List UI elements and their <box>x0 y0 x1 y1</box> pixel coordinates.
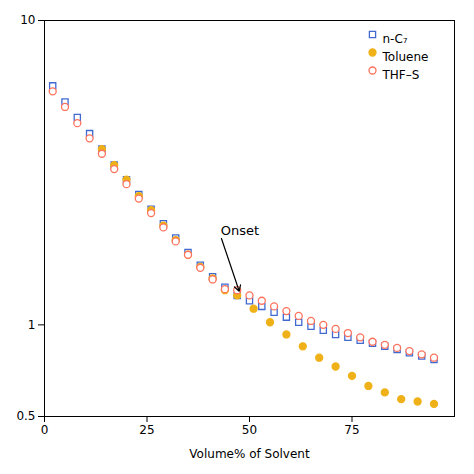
svg-text:Volume% of Solvent: Volume% of Solvent <box>189 447 310 461</box>
svg-text:25: 25 <box>139 423 154 437</box>
svg-text:n-C₇: n-C₇ <box>383 32 408 46</box>
svg-text:0.5: 0.5 <box>16 409 35 423</box>
svg-text:10: 10 <box>20 13 35 27</box>
svg-text:THF–S: THF–S <box>382 68 420 82</box>
svg-text:Onset: Onset <box>221 223 259 238</box>
svg-text:1: 1 <box>28 318 36 332</box>
svg-text:Toluene: Toluene <box>382 50 429 64</box>
svg-text:0: 0 <box>41 423 49 437</box>
svg-text:50: 50 <box>242 423 257 437</box>
svg-text:75: 75 <box>344 423 359 437</box>
